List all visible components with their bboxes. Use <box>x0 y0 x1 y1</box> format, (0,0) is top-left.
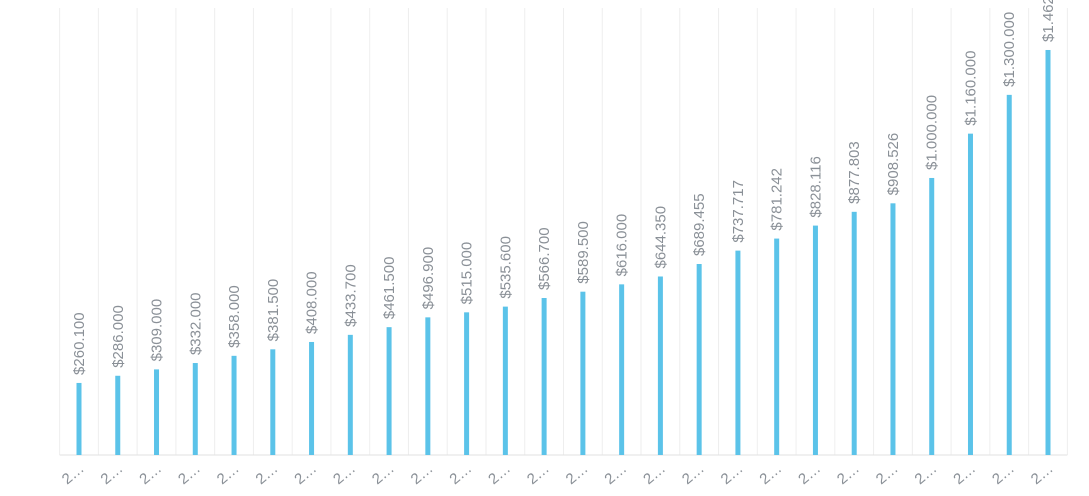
bar <box>735 250 741 455</box>
x-tick-label: 2… <box>640 460 669 488</box>
bar <box>309 341 315 455</box>
data-label: $1.160.000 <box>962 51 979 126</box>
x-tick-label: 2… <box>136 460 165 488</box>
bar <box>386 327 392 455</box>
x-tick-label: 2… <box>950 460 979 488</box>
bar <box>76 382 82 455</box>
data-label: $309.000 <box>149 299 166 362</box>
x-tick-label: 2… <box>330 460 359 488</box>
bar <box>774 238 780 455</box>
x-tick-label: 2… <box>795 460 824 488</box>
x-tick-label: 2… <box>485 460 514 488</box>
x-tick-label: 2… <box>369 460 398 488</box>
data-label: $433.700 <box>342 264 359 327</box>
data-label: $616.000 <box>614 214 631 277</box>
bar <box>580 291 586 455</box>
bar <box>967 133 973 455</box>
data-label: $1.462.000 <box>1040 0 1057 42</box>
data-label: $589.500 <box>575 221 592 284</box>
bar <box>464 312 470 455</box>
x-tick-label: 2… <box>253 460 282 488</box>
data-label: $1.000.000 <box>924 95 941 170</box>
data-label: $496.900 <box>420 247 437 310</box>
x-tick-label: 2… <box>989 460 1018 488</box>
data-label: $332.000 <box>187 292 204 355</box>
x-tick-label: 2… <box>175 460 204 488</box>
data-label: $737.717 <box>730 180 747 243</box>
bar <box>657 276 663 455</box>
bar <box>347 334 353 455</box>
data-labels: $260.100 $286.000 $309.000 $332.000 $358.000… <box>71 0 1057 375</box>
bar <box>812 225 818 455</box>
bar <box>502 306 508 455</box>
data-label: $828.116 <box>807 156 824 217</box>
bar <box>115 375 121 455</box>
bar <box>192 363 198 455</box>
bar <box>425 317 431 455</box>
x-tick-label: 2… <box>873 460 902 488</box>
data-label: $566.700 <box>536 227 553 290</box>
x-tick-label: 2… <box>291 460 320 488</box>
grid-lines <box>59 8 1068 456</box>
x-tick-label: 2… <box>524 460 553 488</box>
data-label: $461.500 <box>381 257 398 320</box>
data-label: $286.000 <box>110 305 127 368</box>
x-tick-label: 2… <box>98 460 127 488</box>
x-tick-label: 2… <box>834 460 863 488</box>
x-tick-label: 2… <box>59 460 88 488</box>
bar <box>696 264 702 455</box>
x-tick-label: 2… <box>446 460 475 488</box>
bar <box>929 177 935 456</box>
data-label: $358.000 <box>226 285 243 348</box>
bar <box>619 284 625 455</box>
x-tick-label: 2… <box>911 460 940 488</box>
bar <box>851 211 857 455</box>
data-label: $1.300.000 <box>1001 12 1018 87</box>
data-label: $877.803 <box>846 141 863 204</box>
bar <box>154 369 160 455</box>
x-tick-label: 2… <box>718 460 747 488</box>
x-tick-label: 2… <box>601 460 630 488</box>
x-tick-label: 2… <box>214 460 243 488</box>
data-label: $535.600 <box>497 236 514 299</box>
data-label: $408.000 <box>304 271 321 334</box>
x-tick-label: 2… <box>679 460 708 488</box>
x-tick-label: 2… <box>408 460 437 488</box>
data-label: $260.100 <box>71 312 88 375</box>
data-label: $908.526 <box>885 133 902 196</box>
bar <box>890 203 896 455</box>
data-label: $689.455 <box>691 193 708 256</box>
x-tick-label: 2… <box>756 460 785 488</box>
x-axis-ticks: 2… 2… 2… 2… 2… 2… 2… 2… 2… 2… 2… 2… 2… 2… 2… 2… 2… 2… 2… 2…… <box>59 460 1057 488</box>
data-label: $644.350 <box>652 206 669 269</box>
bar <box>270 349 276 455</box>
x-tick-label: 2… <box>1028 460 1057 488</box>
bar <box>541 298 547 455</box>
bar <box>1006 94 1012 455</box>
data-label: $781.242 <box>769 168 786 231</box>
data-label: $381.500 <box>265 279 282 342</box>
data-label: $515.000 <box>459 242 476 305</box>
x-tick-label: 2… <box>563 460 592 488</box>
bar <box>1045 49 1051 456</box>
bar <box>231 355 237 455</box>
bars <box>76 49 1051 456</box>
